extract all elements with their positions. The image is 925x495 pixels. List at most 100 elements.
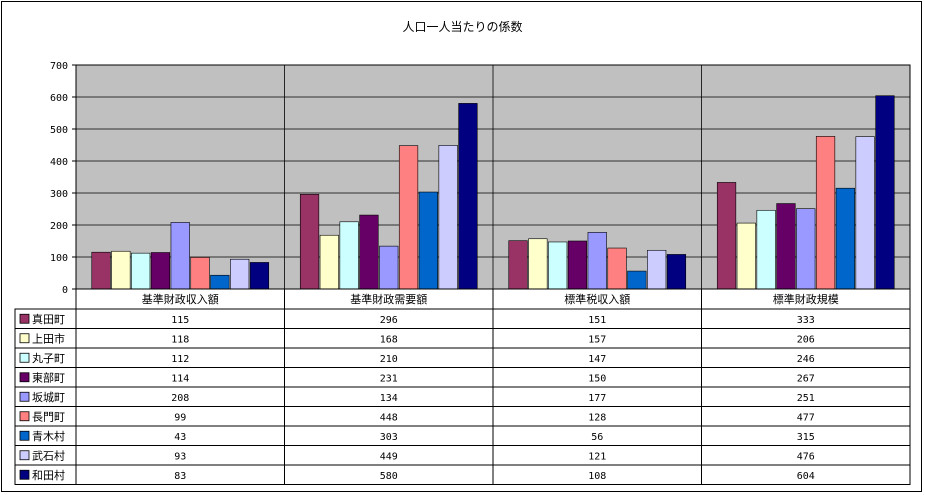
data-label: 296 [380,315,398,326]
bar [131,252,151,290]
bar [796,208,816,290]
data-label: 208 [171,393,189,404]
bar [190,257,210,290]
data-label: 231 [380,373,398,384]
data-label: 580 [380,471,398,482]
data-label: 114 [171,373,189,384]
bar [210,274,230,290]
bar [150,252,171,290]
bar [359,214,379,290]
data-label: 43 [174,432,186,443]
bar [587,232,607,290]
series-label: 和田村 [32,468,65,482]
legend-key [19,450,30,461]
bar [508,240,528,290]
bar [875,95,895,290]
data-label: 99 [174,412,186,423]
bar [319,234,339,290]
series-label: 青木村 [32,429,65,443]
series-label: 坂城町 [32,391,65,404]
bar [607,247,627,290]
bar [458,103,478,290]
series-label: 丸子町 [32,352,65,365]
data-label: 206 [797,334,815,345]
data-label: 121 [588,451,606,462]
series-label: 上田市 [32,331,65,345]
legend-key [19,352,30,363]
bar [567,240,588,290]
bar [716,182,737,290]
series-label: 武石村 [32,448,65,462]
category-label: 標準財政規模 [773,292,839,306]
data-label: 134 [380,393,398,404]
data-label: 449 [380,451,398,462]
series-label: 東部町 [32,370,65,384]
data-label: 115 [171,315,189,326]
legend-key [19,411,30,422]
data-label: 333 [797,315,815,326]
bar [647,249,667,290]
legend-key [19,313,30,324]
data-label: 448 [380,412,398,423]
data-label: 177 [588,393,606,404]
bar [835,187,855,290]
data-label: 151 [588,315,606,326]
data-label: 303 [380,432,398,443]
data-label: 246 [797,354,815,365]
data-label: 477 [797,412,815,423]
category-label: 基準財政需要額 [350,292,427,306]
y-tick-label: 300 [50,189,68,200]
bar [756,209,776,290]
data-label: 476 [797,451,815,462]
legend-key [19,430,30,441]
bar [299,193,320,290]
data-label: 147 [588,354,606,365]
bar [815,136,836,290]
bar [666,254,687,290]
y-tick-label: 500 [50,125,68,136]
data-label: 108 [588,471,606,482]
bar [776,203,796,290]
y-tick-label: 0 [62,285,68,296]
series-label-column [14,308,77,485]
data-label: 56 [591,432,603,443]
data-label: 83 [174,471,186,482]
data-label: 93 [174,451,186,462]
category-label: 基準財政収入額 [142,292,219,306]
data-label: 210 [380,354,398,365]
bar [339,221,359,290]
data-label: 112 [171,354,189,365]
legend-key [19,333,30,344]
bar [418,191,438,290]
bar [249,262,270,290]
series-label: 長門町 [32,410,65,423]
y-tick-label: 200 [50,221,68,232]
y-tick-label: 400 [50,157,68,168]
series-label: 真田町 [32,312,65,326]
bar [438,145,458,290]
y-tick-label: 700 [50,61,68,72]
category-label: 標準税収入額 [564,292,630,306]
bar [170,222,190,290]
bar [855,136,875,290]
legend-key [19,391,30,402]
bar [528,238,548,290]
y-tick-label: 100 [50,253,68,264]
data-label: 315 [797,432,815,443]
bar [91,251,111,290]
bar [736,222,756,290]
bar [627,270,647,290]
bar [398,145,419,290]
data-label: 267 [797,373,815,384]
legend-key [19,469,30,480]
data-label: 128 [588,412,606,423]
bar [379,245,399,290]
data-label: 251 [797,393,815,404]
data-label: 157 [588,334,606,345]
data-label: 118 [171,334,189,345]
y-tick-label: 600 [50,93,68,104]
chart-title: 人口一人当たりの係数 [402,20,523,34]
data-label: 604 [797,471,815,482]
bar [230,258,250,290]
